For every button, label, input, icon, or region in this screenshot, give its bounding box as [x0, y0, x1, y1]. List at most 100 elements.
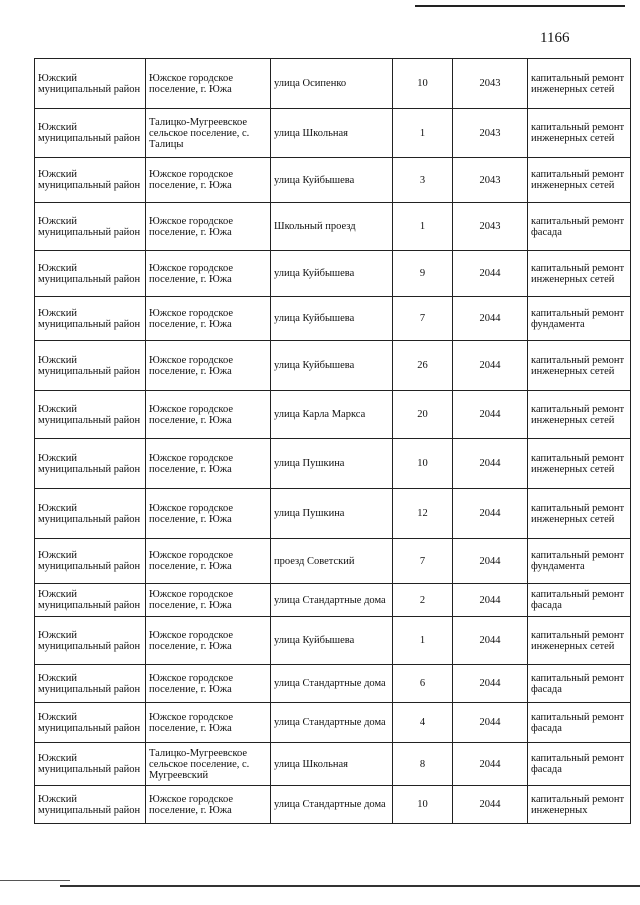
cell-settlement: Талицко-Мугреевское сельское поселение, …	[145, 742, 271, 786]
table-row: Южский муниципальный район Южское городск…	[34, 785, 631, 824]
cell-settlement: Южское городское поселение, г. Южа	[145, 340, 271, 391]
table-row: Южский муниципальный район Южское городск…	[34, 340, 631, 391]
cell-year: 2044	[452, 390, 528, 439]
cell-year: 2044	[452, 664, 528, 703]
cell-work-type: капитальный ремонт фасада	[527, 202, 631, 251]
page-number: 1166	[540, 30, 570, 46]
table-row: Южский муниципальный район Южское городск…	[34, 538, 631, 584]
cell-house-number: 20	[392, 390, 453, 439]
cell-street: Школьный проезд	[270, 202, 393, 251]
cell-settlement: Южское городское поселение, г. Южа	[145, 438, 271, 489]
cell-house-number: 26	[392, 340, 453, 391]
cell-street: улица Куйбышева	[270, 296, 393, 341]
cell-settlement: Южское городское поселение, г. Южа	[145, 785, 271, 824]
cell-work-type: капитальный ремонт фундамента	[527, 538, 631, 584]
table-row: Южский муниципальный район Южское городск…	[34, 296, 631, 341]
cell-settlement: Южское городское поселение, г. Южа	[145, 250, 271, 297]
cell-settlement: Южское городское поселение, г. Южа	[145, 390, 271, 439]
cell-work-type: капитальный ремонт инженерных сетей	[527, 390, 631, 439]
cell-work-type: капитальный ремонт фасада	[527, 664, 631, 703]
cell-work-type: капитальный ремонт инженерных сетей	[527, 340, 631, 391]
cell-house-number: 7	[392, 296, 453, 341]
cell-street: улица Пушкина	[270, 438, 393, 489]
cell-house-number: 10	[392, 58, 453, 109]
top-rule	[415, 5, 625, 7]
cell-district: Южский муниципальный район	[34, 157, 146, 203]
cell-street: улица Куйбышева	[270, 157, 393, 203]
cell-year: 2043	[452, 58, 528, 109]
cell-settlement: Южское городское поселение, г. Южа	[145, 702, 271, 743]
repair-schedule-table: Южский муниципальный район Южское городск…	[34, 58, 631, 824]
cell-house-number: 6	[392, 664, 453, 703]
cell-street: улица Куйбышева	[270, 250, 393, 297]
cell-house-number: 1	[392, 108, 453, 158]
cell-year: 2044	[452, 742, 528, 786]
cell-district: Южский муниципальный район	[34, 58, 146, 109]
table-row: Южский муниципальный район Южское городск…	[34, 202, 631, 251]
table-row: Южский муниципальный район Талицко-Мугрее…	[34, 742, 631, 786]
cell-year: 2044	[452, 616, 528, 665]
cell-district: Южский муниципальный район	[34, 538, 146, 584]
cell-year: 2044	[452, 296, 528, 341]
cell-house-number: 7	[392, 538, 453, 584]
cell-district: Южский муниципальный район	[34, 108, 146, 158]
cell-district: Южский муниципальный район	[34, 390, 146, 439]
table-row: Южский муниципальный район Южское городск…	[34, 58, 631, 109]
table-row: Южский муниципальный район Южское городск…	[34, 438, 631, 489]
cell-district: Южский муниципальный район	[34, 296, 146, 341]
cell-district: Южский муниципальный район	[34, 340, 146, 391]
cell-year: 2044	[452, 538, 528, 584]
cell-settlement: Южское городское поселение, г. Южа	[145, 583, 271, 617]
cell-street: улица Куйбышева	[270, 340, 393, 391]
cell-work-type: капитальный ремонт инженерных сетей	[527, 616, 631, 665]
cell-house-number: 1	[392, 202, 453, 251]
cell-street: проезд Советский	[270, 538, 393, 584]
table-row: Южский муниципальный район Южское городск…	[34, 664, 631, 703]
cell-district: Южский муниципальный район	[34, 438, 146, 489]
bottom-rule	[60, 885, 640, 887]
cell-house-number: 1	[392, 616, 453, 665]
cell-district: Южский муниципальный район	[34, 250, 146, 297]
cell-house-number: 10	[392, 438, 453, 489]
cell-settlement: Южское городское поселение, г. Южа	[145, 157, 271, 203]
table-row: Южский муниципальный район Южское городск…	[34, 616, 631, 665]
cell-year: 2044	[452, 340, 528, 391]
cell-year: 2044	[452, 702, 528, 743]
cell-work-type: капитальный ремонт инженерных сетей	[527, 58, 631, 109]
cell-house-number: 3	[392, 157, 453, 203]
table-row: Южский муниципальный район Южское городск…	[34, 157, 631, 203]
table-row: Южский муниципальный район Южское городск…	[34, 583, 631, 617]
cell-street: улица Стандартные дома	[270, 664, 393, 703]
table-row: Южский муниципальный район Южское городск…	[34, 250, 631, 297]
cell-work-type: капитальный ремонт инженерных сетей	[527, 108, 631, 158]
cell-house-number: 10	[392, 785, 453, 824]
cell-year: 2043	[452, 157, 528, 203]
cell-settlement: Южское городское поселение, г. Южа	[145, 616, 271, 665]
cell-work-type: капитальный ремонт фасада	[527, 702, 631, 743]
cell-district: Южский муниципальный район	[34, 488, 146, 539]
cell-year: 2044	[452, 250, 528, 297]
cell-house-number: 2	[392, 583, 453, 617]
cell-settlement: Южское городское поселение, г. Южа	[145, 664, 271, 703]
cell-settlement: Южское городское поселение, г. Южа	[145, 488, 271, 539]
cell-work-type: капитальный ремонт фасада	[527, 583, 631, 617]
cell-settlement: Южское городское поселение, г. Южа	[145, 58, 271, 109]
cell-street: улица Стандартные дома	[270, 785, 393, 824]
cell-settlement: Южское городское поселение, г. Южа	[145, 538, 271, 584]
cell-street: улица Школьная	[270, 108, 393, 158]
cell-street: улица Стандартные дома	[270, 583, 393, 617]
bottom-short-rule	[0, 880, 70, 881]
table-row: Южский муниципальный район Южское городск…	[34, 390, 631, 439]
cell-district: Южский муниципальный район	[34, 583, 146, 617]
cell-house-number: 9	[392, 250, 453, 297]
cell-street: улица Стандартные дома	[270, 702, 393, 743]
cell-work-type: капитальный ремонт фасада	[527, 742, 631, 786]
cell-year: 2044	[452, 438, 528, 489]
cell-district: Южский муниципальный район	[34, 702, 146, 743]
cell-house-number: 12	[392, 488, 453, 539]
cell-district: Южский муниципальный район	[34, 785, 146, 824]
cell-settlement: Южское городское поселение, г. Южа	[145, 296, 271, 341]
cell-year: 2043	[452, 108, 528, 158]
table-row: Южский муниципальный район Талицко-Мугрее…	[34, 108, 631, 158]
table-row: Южский муниципальный район Южское городск…	[34, 488, 631, 539]
